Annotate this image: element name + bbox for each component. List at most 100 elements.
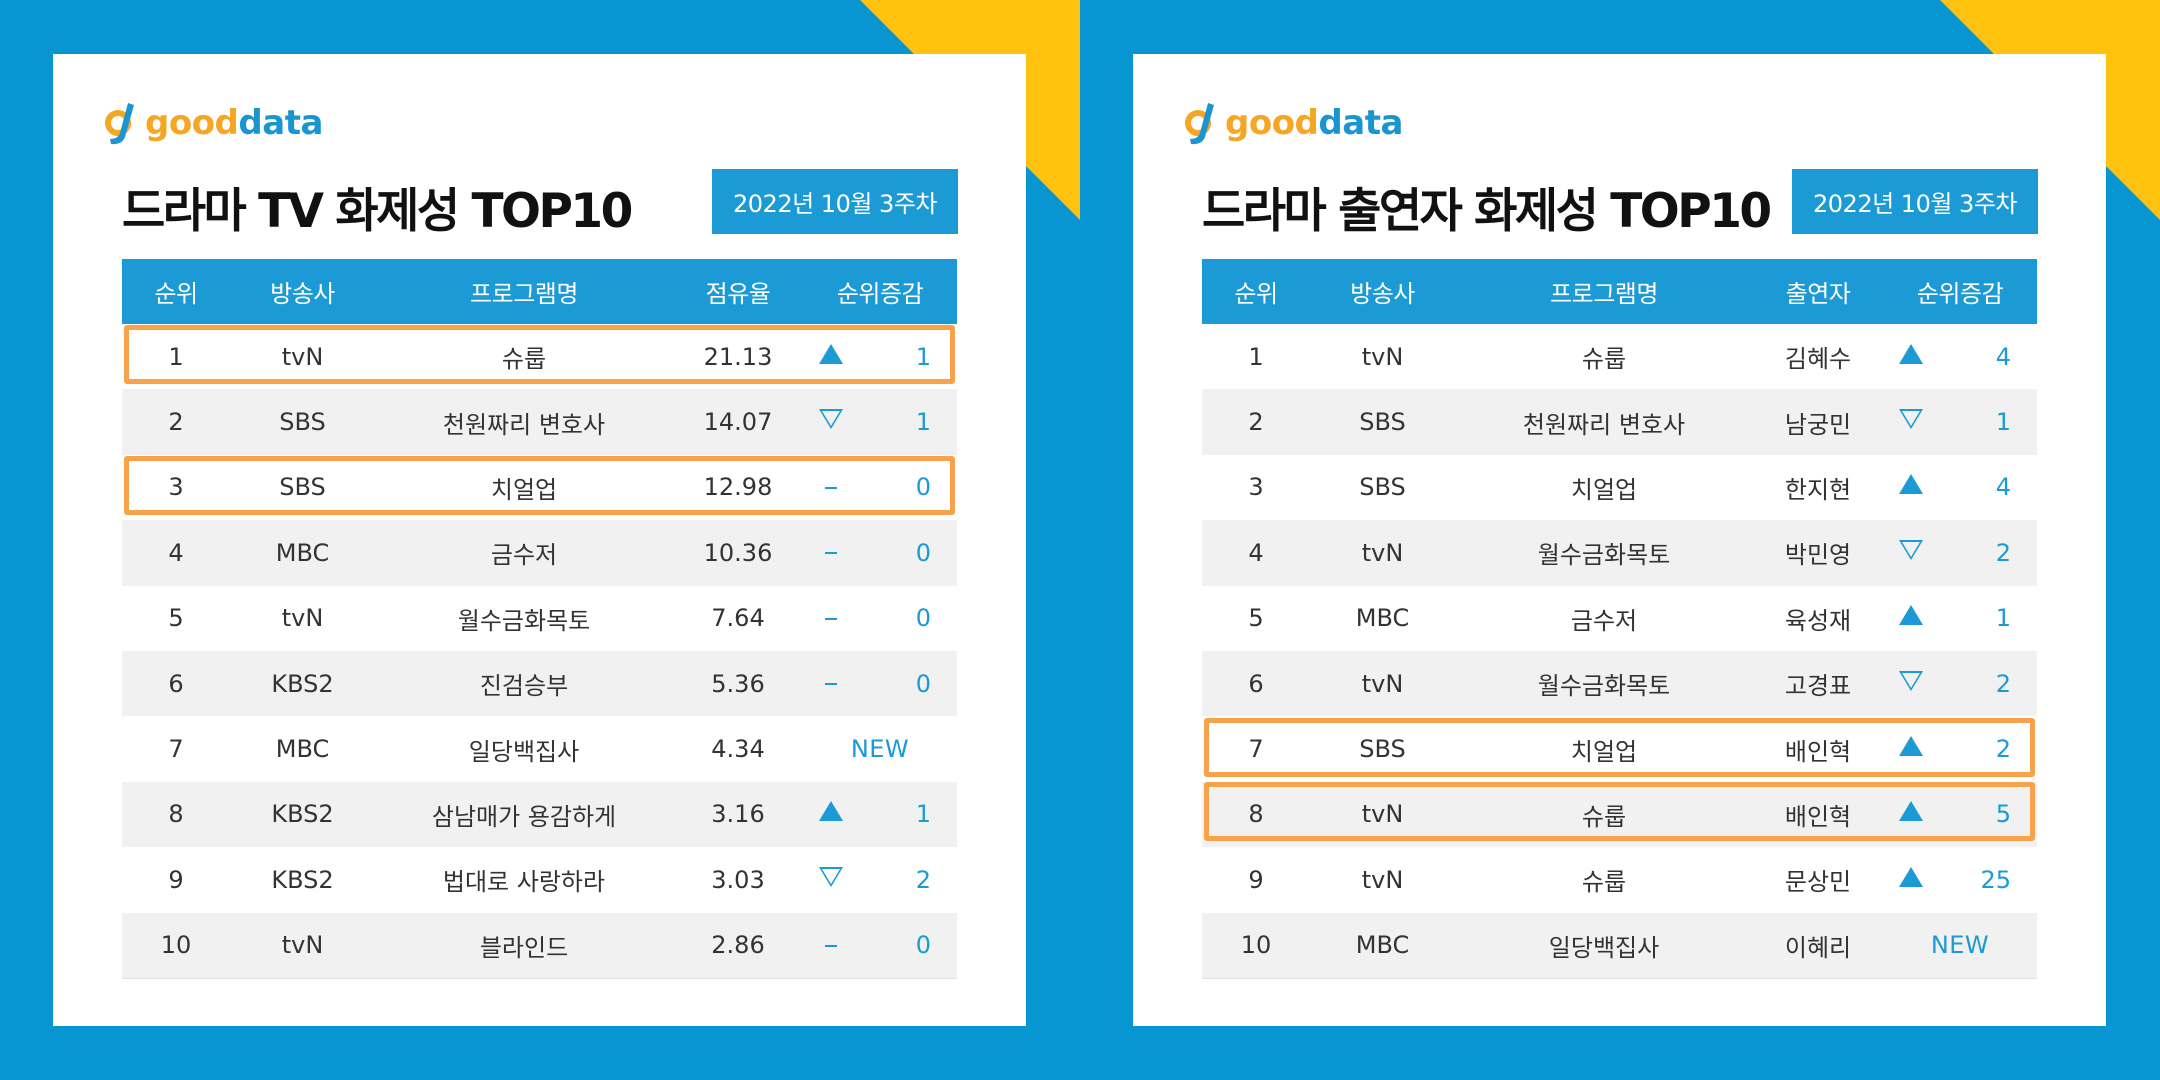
rank-cell: 3	[168, 473, 184, 502]
rank-change-value: 2	[1995, 669, 2011, 698]
broadcaster-cell: MBC	[1310, 912, 1455, 979]
rank-change-value: 4	[1995, 473, 2011, 502]
table-row: 3 SBS 치얼업 12.98 0	[122, 455, 957, 520]
rank-cell: 10	[1202, 912, 1310, 979]
table-row: 5 tvN 월수금화목토 7.64 0	[122, 586, 957, 651]
table-header-row: 순위 방송사 프로그램명 출연자 순위증감	[1202, 259, 2037, 324]
rank-change-cell: 2	[1883, 716, 2037, 781]
program-cell: 월수금화목토	[457, 606, 591, 635]
rank-change-cell: 1	[1883, 586, 2037, 651]
triangle-up-icon	[1899, 343, 1923, 364]
logo-text-good: good	[1225, 103, 1319, 143]
rank-change-cell: NEW	[1883, 912, 2037, 979]
actor-cell: 남궁민	[1753, 389, 1883, 455]
rank-change-value: 0	[915, 473, 931, 502]
header-rank: 순위	[122, 259, 230, 324]
ranking-table: 순위 방송사 프로그램명 점유율 순위증감 1 tvN 슈룹 21.13 1 2 SBS 천원…	[122, 259, 957, 979]
broadcaster-cell: SBS	[1359, 473, 1406, 502]
program-cell: 슈룹	[1455, 781, 1753, 848]
program-cell: 천원짜리 변호사	[375, 389, 673, 455]
rank-change-cell: 1	[803, 781, 957, 848]
table-row: 8 KBS2 삼남매가 용감하게 3.16 1	[122, 781, 957, 848]
triangle-up-icon	[819, 801, 843, 822]
program-cell: 법대로 사랑하라	[442, 868, 606, 897]
share-cell: 21.13	[703, 342, 773, 371]
header-rank-change: 순위증감	[1883, 259, 2037, 324]
broadcaster-cell: tvN	[281, 342, 324, 371]
rank-change-cell: 0	[803, 520, 957, 586]
broadcaster-cell: SBS	[1359, 735, 1406, 764]
actor-cell: 문상민	[1784, 868, 1852, 897]
rank-cell: 7	[168, 735, 184, 764]
ranking-table: 순위 방송사 프로그램명 출연자 순위증감 1 tvN 슈룹 김혜수 4 2 SBS 천원짜리…	[1202, 259, 2037, 979]
date-badge: 2022년 10월 3주차	[712, 169, 958, 234]
logo-text-good: good	[145, 103, 239, 143]
program-cell: 진검승부	[375, 650, 673, 717]
broadcaster-cell: MBC	[1355, 604, 1410, 633]
program-cell: 일당백집사	[1455, 912, 1753, 979]
rank-change-cell: 25	[1883, 847, 2037, 912]
rank-change-value: 0	[915, 538, 931, 567]
program-cell: 금수저	[1570, 606, 1638, 635]
rank-change-value: 0	[915, 669, 931, 698]
triangle-down-icon	[1899, 539, 1923, 560]
header-broadcaster: 방송사	[1310, 259, 1455, 324]
table-row: 1 tvN 슈룹 21.13 1	[122, 324, 957, 389]
rank-change-cell: 0	[803, 650, 957, 717]
share-cell: 3.03	[711, 865, 765, 894]
rank-change-cell: 2	[1883, 650, 2037, 717]
actor-cell: 배인혁	[1784, 737, 1852, 766]
dash-icon	[825, 552, 837, 555]
dash-icon	[825, 944, 837, 947]
program-cell: 슈룹	[501, 345, 547, 374]
rank-cell: 3	[1248, 473, 1264, 502]
triangle-down-icon	[1899, 409, 1923, 430]
rank-change-cell: 5	[1883, 781, 2037, 848]
triangle-up-icon	[819, 343, 843, 364]
broadcaster-cell: MBC	[275, 735, 330, 764]
triangle-up-icon	[1899, 801, 1923, 822]
broadcaster-cell: tvN	[230, 912, 375, 979]
rank-cell: 4	[1202, 520, 1310, 586]
table-row: 9 tvN 슈룹 문상민 25	[1202, 847, 2037, 912]
rank-cell: 9	[1248, 865, 1264, 894]
rank-change-cell: 0	[803, 455, 957, 520]
logo-text-data: data	[238, 103, 323, 143]
program-cell: 금수저	[375, 520, 673, 586]
date-badge: 2022년 10월 3주차	[1792, 169, 2038, 234]
rank-cell: 10	[122, 912, 230, 979]
triangle-down-icon	[819, 866, 843, 887]
rank-change-cell: NEW	[803, 716, 957, 781]
page-title: 드라마 출연자 화제성 TOP10	[1202, 184, 1772, 239]
share-cell: 4.34	[711, 735, 765, 764]
table-row: 7 MBC 일당백집사 4.34 NEW	[122, 716, 957, 781]
rank-cell: 6	[1202, 650, 1310, 717]
rank-change-cell: 1	[803, 324, 957, 389]
program-cell: 치얼업	[490, 475, 558, 504]
share-cell: 14.07	[673, 389, 803, 455]
program-cell: 블라인드	[375, 912, 673, 979]
program-cell: 치얼업	[1570, 737, 1638, 766]
ranking-card: gooddata 드라마 TV 화제성 TOP10 2022년 10월 3주차 …	[53, 54, 1026, 1026]
program-cell: 천원짜리 변호사	[1455, 389, 1753, 455]
table-row: 6 KBS2 진검승부 5.36 0	[122, 650, 957, 717]
triangle-down-icon	[819, 409, 843, 430]
rank-cell: 2	[1202, 389, 1310, 455]
table-row: 2 SBS 천원짜리 변호사 14.07 1	[122, 389, 957, 455]
rank-cell: 6	[122, 650, 230, 717]
rank-cell: 1	[1248, 342, 1264, 371]
rank-cell: 9	[168, 865, 184, 894]
rank-change-cell: 0	[803, 912, 957, 979]
rank-cell: 1	[168, 342, 184, 371]
header-program: 프로그램명	[1455, 259, 1753, 324]
panel-drama-actor: gooddata 드라마 출연자 화제성 TOP10 2022년 10월 3주차…	[1080, 0, 2160, 1080]
share-cell: 2.86	[673, 912, 803, 979]
triangle-up-icon	[1899, 866, 1923, 887]
rank-change-value: 2	[1995, 538, 2011, 567]
dash-icon	[825, 486, 837, 489]
rank-cell: 2	[122, 389, 230, 455]
broadcaster-cell: SBS	[230, 389, 375, 455]
table-row: 9 KBS2 법대로 사랑하라 3.03 2	[122, 847, 957, 912]
rank-change-cell: 2	[1883, 520, 2037, 586]
triangle-down-icon	[1899, 670, 1923, 691]
